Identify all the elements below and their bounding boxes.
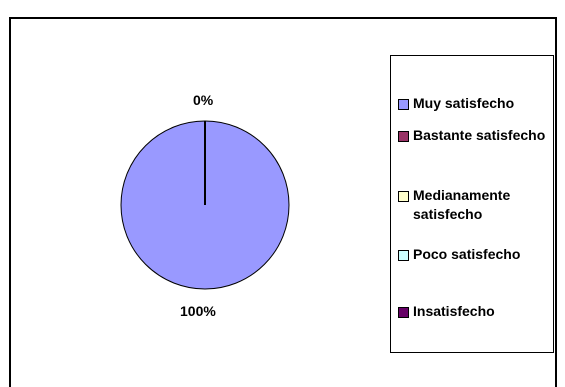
legend-item-insatisfecho: Insatisfecho [398,302,553,321]
legend-label: Medianamente satisfecho [413,187,511,222]
legend-item-bastante-satisfecho: Bastante satisfecho [398,126,553,145]
legend-item-muy-satisfecho: Muy satisfecho [398,94,553,113]
data-label-zero: 0% [193,92,214,108]
chart-frame [9,17,557,387]
legend-item-medianamente-satisfecho: Medianamente satisfecho [398,186,553,224]
legend-label: Poco satisfecho [413,246,521,262]
legend-label: Insatisfecho [413,303,495,319]
legend-swatch [398,307,409,318]
legend-item-poco-satisfecho: Poco satisfecho [398,245,553,264]
chart-legend: Muy satisfecho Bastante satisfecho Media… [390,55,554,353]
legend-swatch [398,191,409,202]
legend-label: Muy satisfecho [413,95,515,111]
legend-swatch [398,250,409,261]
data-label-hundred: 100% [180,303,216,319]
legend-label: Bastante satisfecho [413,127,546,143]
legend-swatch [398,99,409,110]
legend-swatch [398,131,409,142]
